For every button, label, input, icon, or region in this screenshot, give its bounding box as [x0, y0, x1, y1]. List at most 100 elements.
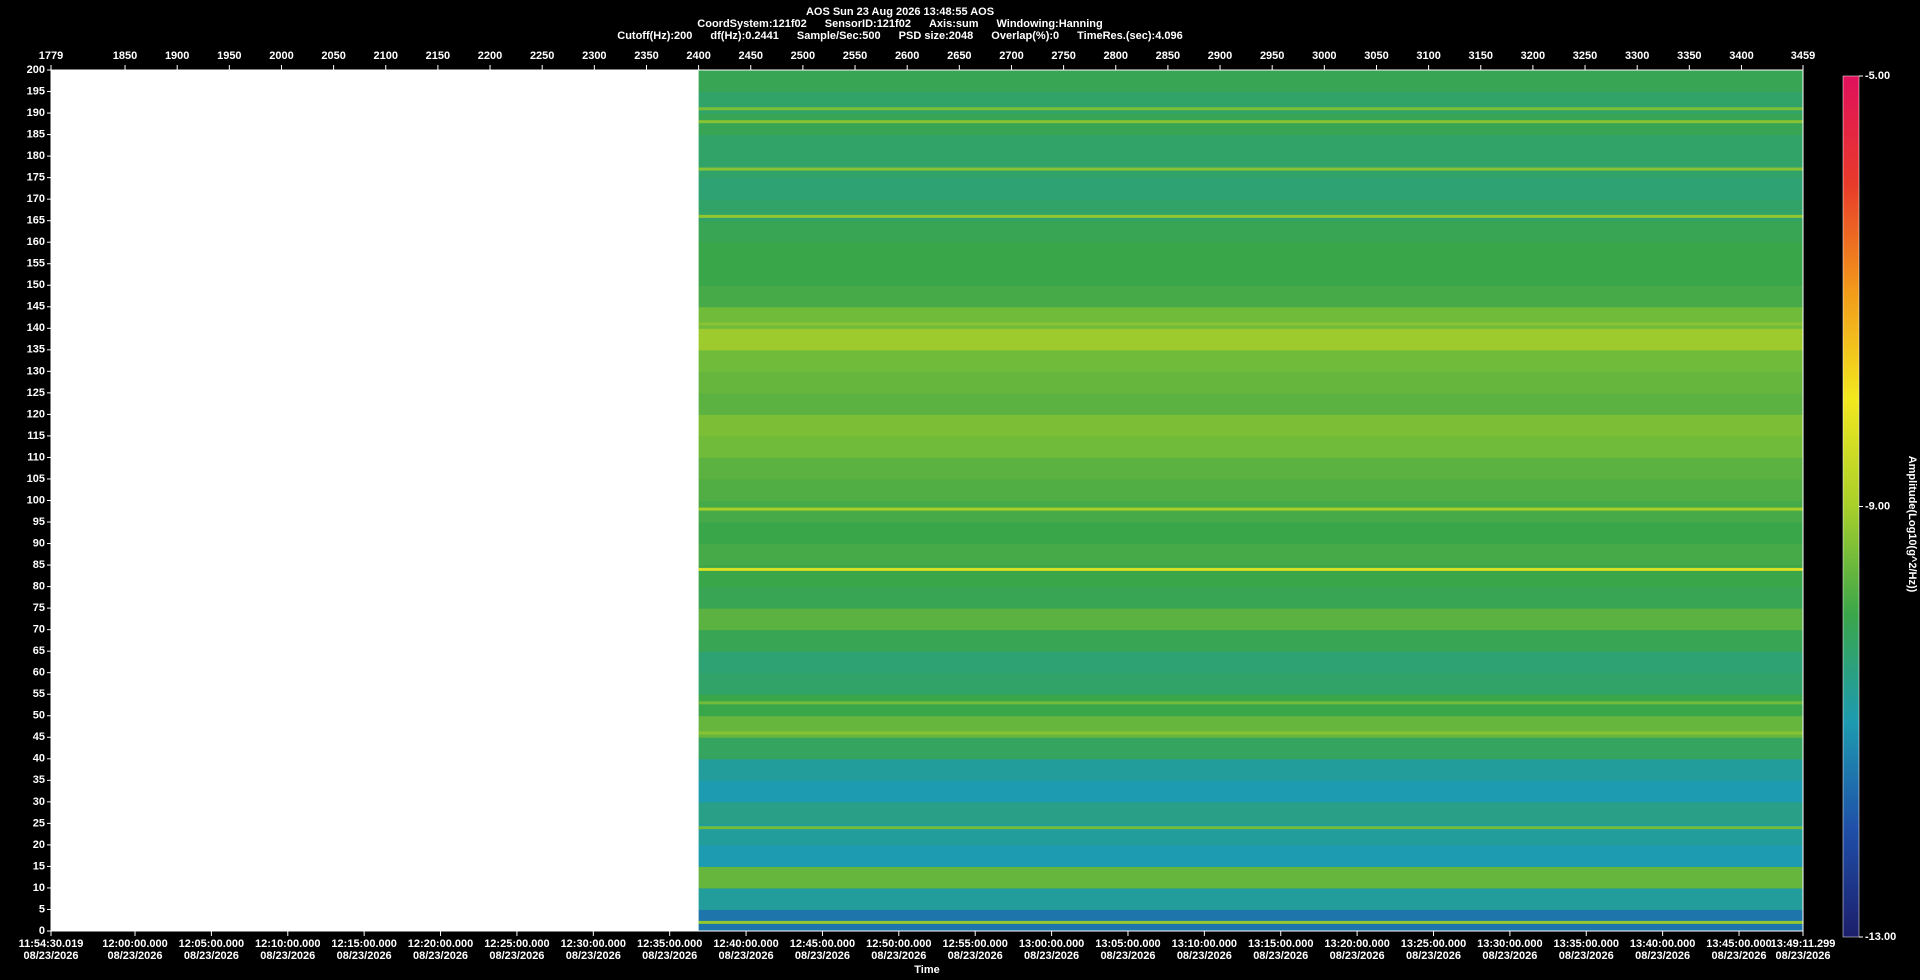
y-tick-label: 90	[33, 537, 45, 549]
time-tick-label: 12:45:00.000 08/23/2026	[790, 938, 855, 962]
time-tick-label-line: 08/23/2026	[1711, 950, 1766, 962]
spectrum-band	[698, 199, 1803, 222]
time-tick-label: 12:15:00.000 08/23/2026	[331, 938, 396, 962]
time-tick-label-line: 12:35:00.000	[637, 938, 702, 950]
time-tick-label: 13:15:00.000 08/23/2026	[1248, 938, 1313, 962]
time-tick-label-line: 13:05:00.000	[1095, 938, 1160, 950]
time-tick-label-line: 13:20:00.000	[1324, 938, 1389, 950]
spectral-line	[698, 322, 1803, 326]
spectrum-band	[698, 586, 1803, 609]
spectrum-band	[698, 737, 1803, 760]
time-tick-label-line: 13:35:00.000	[1554, 938, 1619, 950]
time-tick-label-line: 13:40:00.000	[1630, 938, 1695, 950]
y-tick-label: 165	[27, 215, 45, 227]
time-tick-label-line: 08/23/2026	[1406, 950, 1461, 962]
x-tick-label: 2050	[321, 50, 345, 62]
colorbar-tick-label: -13.00	[1865, 931, 1896, 943]
info-row: CoordSystem:121f02 SensorID:121f02 Axis:su…	[697, 18, 1102, 30]
y-tick-label: 130	[27, 365, 45, 377]
info-item: Cutoff(Hz):200	[617, 30, 692, 42]
y-tick-label: 5	[39, 903, 45, 915]
info-item: Sample/Sec:500	[797, 30, 881, 42]
y-tick-label: 125	[27, 387, 45, 399]
spectrum-band	[698, 414, 1803, 437]
colorbar-label: Amplitude(Log10(g^2/Hz))	[1906, 456, 1918, 593]
y-tick-label: 110	[27, 451, 45, 463]
info-item: SensorID:121f02	[825, 18, 911, 30]
x-tick-label: 1950	[217, 50, 241, 62]
time-tick-label: 13:40:00.000 08/23/2026	[1630, 938, 1695, 962]
y-tick-label: 0	[39, 925, 45, 937]
x-tick-label: 2600	[895, 50, 919, 62]
info-item: PSD size:2048	[899, 30, 974, 42]
spectrum-band	[698, 328, 1803, 351]
x-tick-label: 1850	[113, 50, 137, 62]
spectrum-band	[698, 177, 1803, 200]
y-tick-label: 105	[27, 473, 45, 485]
spectrum-band	[698, 478, 1803, 501]
y-tick-label: 155	[27, 258, 45, 270]
time-tick-label-line: 12:10:00.000	[255, 938, 320, 950]
x-tick-label: 2150	[426, 50, 450, 62]
time-tick-label: 12:20:00.000 08/23/2026	[408, 938, 473, 962]
x-tick-label: 2400	[686, 50, 710, 62]
time-tick-label-line: 08/23/2026	[1024, 950, 1079, 962]
x-tick-label: 3250	[1573, 50, 1597, 62]
info-row: Cutoff(Hz):200 df(Hz):0.2441 Sample/Sec:50…	[617, 30, 1182, 42]
y-tick-label: 50	[33, 710, 45, 722]
time-tick-label-line: 12:00:00.000	[102, 938, 167, 950]
time-tick-label-line: 08/23/2026	[1253, 950, 1308, 962]
spectrum-band	[698, 694, 1803, 717]
y-tick-label: 180	[27, 150, 45, 162]
y-tick-label: 170	[27, 193, 45, 205]
spectrum-band	[698, 134, 1803, 157]
time-tick-label-line: 08/23/2026	[566, 950, 621, 962]
time-tick-label-line: 08/23/2026	[1330, 950, 1385, 962]
time-tick-label-line: 13:30:00.000	[1477, 938, 1542, 950]
spectrum-band	[698, 263, 1803, 286]
spectrum-band	[698, 543, 1803, 566]
x-tick-label: 1779	[39, 50, 63, 62]
info-item: Overlap(%):0	[991, 30, 1059, 42]
x-tick-label: 3459	[1791, 50, 1815, 62]
x-tick-label: 2000	[269, 50, 293, 62]
time-tick-label-line: 13:25:00.000	[1401, 938, 1466, 950]
time-tick-label: 12:55:00.000 08/23/2026	[942, 938, 1007, 962]
time-tick-label: 13:49:11.299 08/23/2026	[1771, 938, 1836, 962]
y-tick-label: 160	[27, 236, 45, 248]
time-tick-label: 12:30:00.000 08/23/2026	[561, 938, 626, 962]
time-tick-label-line: 12:50:00.000	[866, 938, 931, 950]
spectral-line	[698, 567, 1803, 571]
time-tick-label: 11:54:30.019 08/23/2026	[19, 938, 84, 962]
x-tick-label: 2700	[999, 50, 1023, 62]
time-tick-label-line: 08/23/2026	[795, 950, 850, 962]
x-tick-label: 2500	[791, 50, 815, 62]
y-tick-label: 115	[27, 430, 45, 442]
spectrum-band	[698, 349, 1803, 372]
time-tick-label-line: 13:45:00.000	[1706, 938, 1771, 950]
x-tick-label: 1900	[165, 50, 189, 62]
spectral-line	[698, 701, 1803, 705]
spectrum-band	[698, 866, 1803, 889]
spectrum-band	[698, 392, 1803, 415]
info-item: df(Hz):0.2441	[710, 30, 778, 42]
y-tick-label: 45	[33, 731, 45, 743]
colorbar-tick-label: -9.00	[1865, 500, 1890, 512]
time-tick-label-line: 08/23/2026	[948, 950, 1003, 962]
spectrum-band	[698, 285, 1803, 308]
x-tick-label: 2450	[739, 50, 763, 62]
x-tick-label: 3200	[1521, 50, 1545, 62]
time-tick-label-line: 12:15:00.000	[331, 938, 396, 950]
y-tick-label: 75	[33, 602, 45, 614]
y-tick-label: 190	[27, 107, 45, 119]
spectrum-band	[698, 651, 1803, 674]
spectral-line	[698, 920, 1803, 924]
time-tick-label-line: 12:25:00.000	[484, 938, 549, 950]
time-tick-label: 12:25:00.000 08/23/2026	[484, 938, 549, 962]
time-tick-label-line: 08/23/2026	[260, 950, 315, 962]
time-tick-label: 12:50:00.000 08/23/2026	[866, 938, 931, 962]
spectrum-band	[698, 672, 1803, 695]
y-tick-label: 120	[27, 408, 45, 420]
